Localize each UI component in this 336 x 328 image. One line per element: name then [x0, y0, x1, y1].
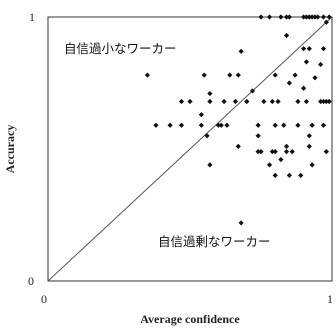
y-tick-label-bottom: 0: [28, 274, 34, 288]
data-point: [323, 19, 329, 25]
data-point: [286, 80, 292, 86]
data-point: [215, 122, 221, 128]
data-point: [198, 112, 204, 118]
data-point: [207, 162, 213, 168]
data-point: [309, 122, 315, 128]
data-point: [303, 59, 310, 65]
diagonal-reference-line: [47, 16, 333, 282]
data-point: [326, 14, 332, 20]
data-point: [178, 98, 185, 105]
data-point: [278, 156, 284, 163]
data-point: [261, 98, 267, 105]
data-point: [144, 72, 150, 78]
data-point: [318, 98, 324, 105]
data-point: [309, 162, 315, 168]
data-point: [286, 172, 292, 178]
data-point: [306, 133, 312, 139]
data-point: [303, 14, 310, 20]
data-point: [292, 72, 298, 78]
data-point: [227, 72, 233, 78]
data-point: [298, 172, 304, 178]
data-point: [221, 98, 227, 105]
data-point: [320, 122, 327, 128]
data-point: [283, 143, 290, 149]
data-point: [238, 48, 244, 54]
data-point: [272, 72, 278, 78]
data-point: [272, 172, 278, 178]
data-point: [153, 122, 159, 128]
data-point: [318, 61, 324, 68]
data-point: [323, 149, 329, 155]
data-point: [255, 133, 261, 139]
data-point: [306, 14, 312, 20]
plot-frame: [47, 16, 333, 282]
data-point: [244, 98, 250, 105]
data-point: [249, 88, 256, 94]
data-point: [309, 14, 315, 20]
data-point: [312, 14, 318, 20]
data-point: [312, 75, 318, 81]
data-point: [269, 98, 275, 105]
data-point: [235, 72, 241, 78]
data-point: [255, 149, 261, 155]
data-point: [301, 85, 307, 91]
data-point: [295, 98, 301, 105]
data-point: [281, 122, 287, 128]
data-point: [315, 14, 321, 20]
data-point: [266, 14, 273, 20]
y-axis-label: Accuracy: [3, 125, 17, 174]
data-point: [258, 149, 264, 155]
data-point: [187, 98, 193, 105]
data-point: [266, 162, 273, 168]
data-points: [144, 14, 332, 226]
data-point: [295, 122, 301, 128]
data-point: [306, 46, 312, 52]
data-point: [320, 98, 327, 105]
data-point: [235, 143, 241, 149]
data-point: [272, 149, 278, 155]
data-point: [303, 98, 310, 105]
data-point: [224, 122, 230, 128]
data-point: [283, 149, 290, 155]
data-point: [286, 14, 292, 20]
data-point: [258, 14, 264, 20]
data-point: [218, 122, 224, 128]
x-axis-label: Average confidence: [140, 312, 240, 326]
data-point: [320, 14, 327, 20]
data-point: [178, 122, 185, 128]
data-point: [278, 14, 284, 20]
data-point: [232, 98, 239, 105]
data-point: [306, 143, 312, 149]
data-point: [207, 98, 213, 105]
data-point: [323, 98, 329, 105]
data-point: [289, 149, 295, 155]
data-point: [272, 122, 278, 128]
data-point: [275, 98, 281, 105]
data-point: [201, 72, 207, 78]
data-point: [207, 90, 213, 97]
x-tick-label-right: 1: [327, 292, 333, 306]
data-point: [198, 122, 204, 128]
data-point: [301, 46, 307, 52]
annotation-underconfident: 自信過小なワーカー: [64, 41, 177, 56]
y-tick-label-top: 1: [29, 10, 35, 24]
data-point: [301, 14, 307, 20]
data-point: [283, 14, 290, 20]
data-point: [255, 122, 261, 128]
x-tick-label-left: 0: [41, 292, 47, 306]
data-point: [204, 133, 210, 139]
annotation-overconfident: 自信過剰なワーカー: [158, 234, 271, 249]
data-point: [167, 122, 173, 128]
data-point: [283, 32, 290, 39]
data-point: [326, 98, 332, 105]
data-point: [238, 220, 244, 226]
data-point: [320, 46, 327, 52]
data-point: [269, 149, 275, 155]
